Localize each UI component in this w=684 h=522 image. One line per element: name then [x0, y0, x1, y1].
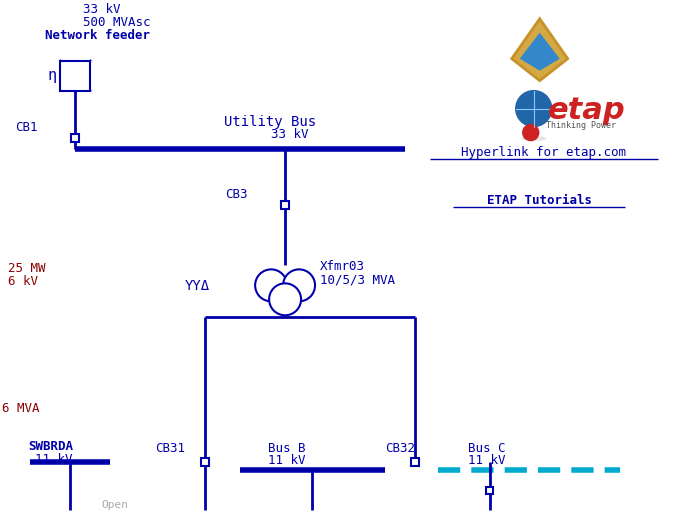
Polygon shape — [520, 33, 560, 70]
Circle shape — [283, 269, 315, 301]
Text: ETAP Tutorials: ETAP Tutorials — [487, 194, 592, 207]
Text: CB1: CB1 — [16, 121, 38, 134]
Bar — [201, 458, 209, 466]
Text: 25 MW: 25 MW — [8, 263, 46, 276]
Ellipse shape — [521, 136, 547, 141]
Text: SWBRDA: SWBRDA — [29, 440, 73, 453]
Circle shape — [255, 269, 287, 301]
Text: Bus C: Bus C — [468, 442, 505, 455]
Text: 11 kV: 11 kV — [268, 454, 306, 467]
Text: Utility Bus: Utility Bus — [224, 114, 316, 128]
Bar — [281, 201, 289, 209]
Bar — [71, 134, 79, 141]
Text: YYΔ: YYΔ — [185, 279, 211, 293]
Text: 10/5/3 MVA: 10/5/3 MVA — [320, 274, 395, 287]
Text: 33 kV: 33 kV — [272, 127, 308, 140]
Text: Bus B: Bus B — [268, 442, 306, 455]
Text: η: η — [48, 68, 57, 83]
Bar — [486, 487, 493, 493]
Text: Thinking Power: Thinking Power — [546, 121, 616, 130]
Text: Network feeder: Network feeder — [45, 29, 150, 42]
Text: 33 kV: 33 kV — [83, 3, 121, 16]
Circle shape — [523, 125, 539, 140]
Circle shape — [269, 283, 301, 315]
Text: 11 kV: 11 kV — [36, 453, 73, 466]
Text: 6 MVA: 6 MVA — [3, 402, 40, 415]
Text: Hyperlink for etap.com: Hyperlink for etap.com — [461, 146, 627, 159]
Text: 11 kV: 11 kV — [468, 454, 505, 467]
Text: CB3: CB3 — [225, 188, 248, 201]
Text: Xfmr03: Xfmr03 — [320, 260, 365, 274]
Circle shape — [516, 91, 552, 126]
Polygon shape — [512, 19, 568, 80]
Text: Open: Open — [102, 500, 129, 510]
Text: 6 kV: 6 kV — [8, 275, 38, 288]
Bar — [60, 61, 90, 91]
Text: etap: etap — [548, 96, 625, 125]
Text: 500 MVAsc: 500 MVAsc — [83, 16, 151, 29]
Text: CB31: CB31 — [155, 442, 185, 455]
Bar — [411, 458, 419, 466]
Text: CB32: CB32 — [385, 442, 415, 455]
